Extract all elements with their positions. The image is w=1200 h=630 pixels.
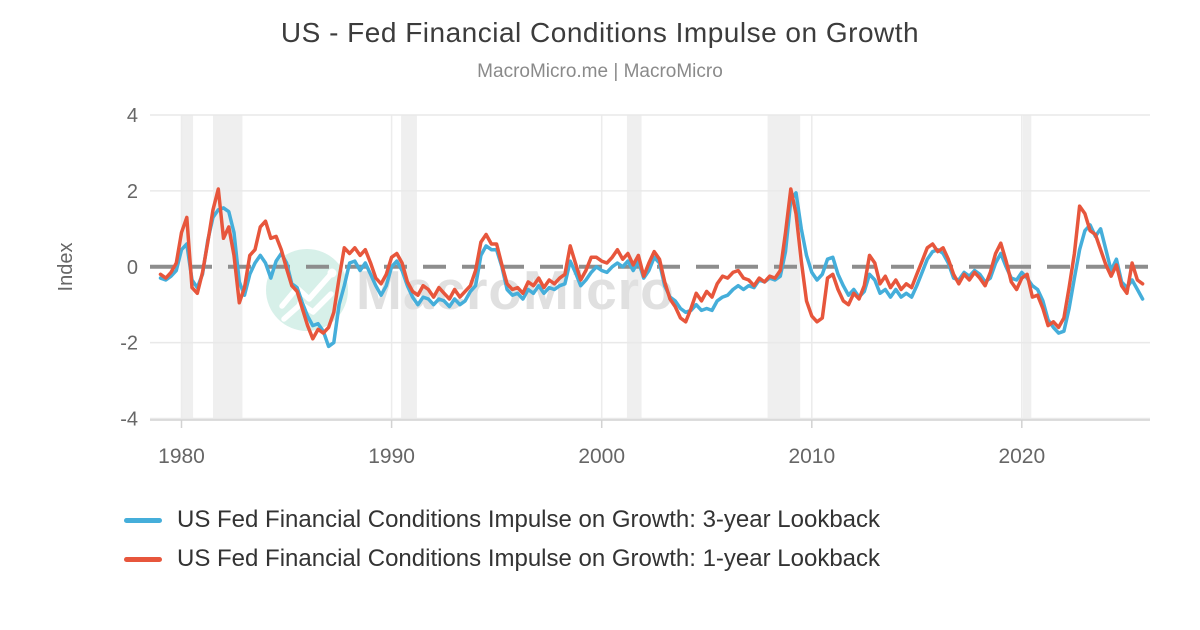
- y-tick-label: -2: [120, 333, 138, 355]
- x-tick-label: 1980: [158, 445, 205, 468]
- recession-band: [181, 115, 194, 419]
- watermark-logo-dot: [327, 268, 337, 278]
- y-tick-label: 2: [127, 181, 138, 203]
- legend-swatch-3yr: [124, 517, 162, 523]
- x-tick-label: 1990: [368, 445, 415, 468]
- y-axis-title: Index: [55, 243, 77, 292]
- legend-swatch-1yr: [124, 556, 162, 562]
- watermark-logo-glyph: [279, 270, 335, 309]
- legend: US Fed Financial Conditions Impulse on G…: [124, 506, 880, 573]
- legend-item-3yr-lookback[interactable]: US Fed Financial Conditions Impulse on G…: [124, 506, 880, 534]
- y-tick-label: 4: [127, 105, 138, 127]
- x-tick-label: 2000: [578, 445, 625, 468]
- chart-subtitle: MacroMicro.me | MacroMicro: [477, 61, 723, 82]
- legend-label-1yr: US Fed Financial Conditions Impulse on G…: [177, 545, 881, 572]
- watermark-logo-glyph: [281, 291, 334, 322]
- legend-label-3yr: US Fed Financial Conditions Impulse on G…: [177, 506, 881, 533]
- x-tick-label: 2010: [788, 445, 835, 468]
- series-line-1yr-lookback: [158, 187, 1145, 341]
- y-tick-label: 0: [127, 257, 138, 279]
- x-tick-label: 2020: [998, 445, 1045, 468]
- y-tick-label: -4: [120, 409, 138, 431]
- legend-item-1yr-lookback[interactable]: US Fed Financial Conditions Impulse on G…: [124, 545, 880, 573]
- chart-title: US - Fed Financial Conditions Impulse on…: [280, 17, 920, 48]
